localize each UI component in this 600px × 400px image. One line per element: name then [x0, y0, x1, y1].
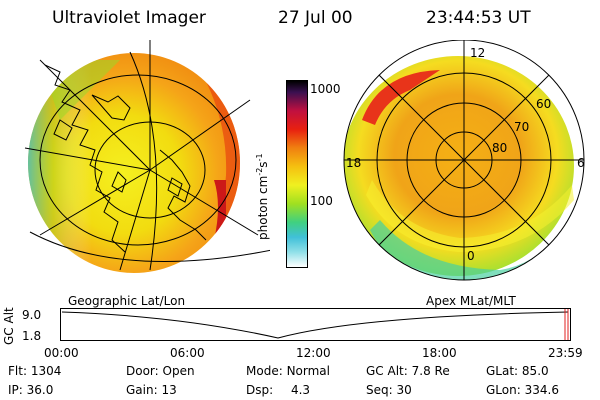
geographic-image	[24, 39, 270, 273]
colorbar-tick-1000: 1000	[310, 82, 341, 96]
instrument-title: Ultraviolet Imager	[52, 8, 206, 28]
ip-status: IP: 36.0	[8, 383, 54, 397]
mlt-label-6: 6	[577, 156, 585, 170]
gcalt-status: GC Alt: 7.8 Re	[366, 364, 450, 378]
gain-status: Gain: 13	[126, 383, 177, 397]
mlt-label-0: 0	[467, 249, 475, 263]
door-status: Door: Open	[126, 364, 195, 378]
glon-status: GLon: 334.6	[486, 383, 559, 397]
polar-grid	[343, 40, 585, 281]
time-tick-1800: 18:00	[422, 346, 457, 360]
altitude-ylabel: GC Alt	[2, 307, 16, 345]
mlt-label-12: 12	[470, 46, 485, 60]
altitude-curve	[61, 311, 569, 339]
mlat-label-60: 60	[536, 97, 551, 111]
seq-status: Seq: 30	[366, 383, 412, 397]
colorbar-label: photon cm-2s-1	[255, 153, 270, 240]
dsp-status: Dsp: 4.3	[246, 383, 311, 397]
mode-status: Mode: Normal	[246, 364, 330, 378]
altitude-plot-frame	[60, 308, 571, 341]
altitude-plot	[60, 308, 571, 341]
altitude-ymax: 9.0	[22, 308, 42, 322]
continent-outlines	[44, 64, 207, 253]
altitude-ymin: 1.8	[22, 329, 42, 343]
geographic-grid	[24, 39, 270, 271]
colorbar-tick-100: 100	[310, 194, 333, 208]
polar-image: 12 18 6 0 60 70 80	[343, 40, 585, 281]
image-date: 27 Jul 00	[278, 8, 353, 28]
time-tick-0000: 00:00	[44, 346, 79, 360]
mlat-label-80: 80	[492, 141, 507, 155]
polar-caption: Apex MLat/MLT	[426, 294, 516, 308]
time-tick-1200: 12:00	[296, 346, 331, 360]
time-tick-0600: 06:00	[170, 346, 205, 360]
geographic-caption: Geographic Lat/Lon	[68, 294, 186, 308]
image-time: 23:44:53 UT	[426, 8, 531, 28]
color-scale-bar	[286, 80, 308, 268]
mlat-label-70: 70	[514, 120, 529, 134]
mlt-label-18: 18	[346, 156, 361, 170]
time-tick-2359: 23:59	[548, 346, 583, 360]
flt-status: Flt: 1304	[8, 364, 62, 378]
glat-status: GLat: 85.0	[486, 364, 549, 378]
polar-bright-arc	[362, 70, 440, 125]
